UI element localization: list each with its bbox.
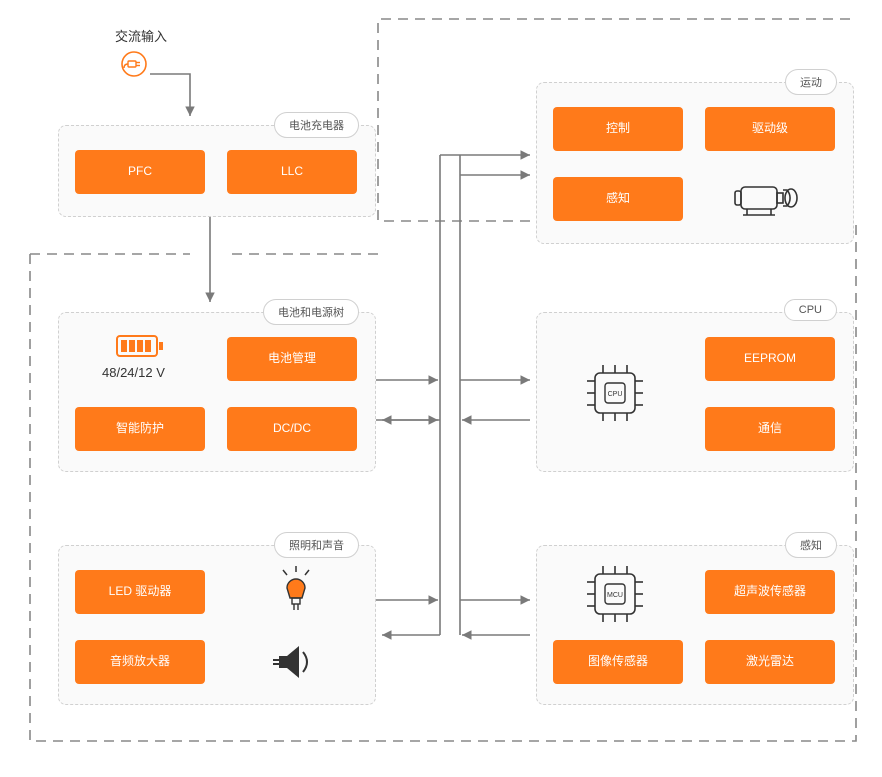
chip-pfc[interactable]: PFC: [75, 150, 205, 194]
group-light-sound: 照明和声音 LED 驱动器 音频放大器: [58, 545, 376, 705]
chip-comm[interactable]: 通信: [705, 407, 835, 451]
plug-icon: [118, 48, 150, 80]
group-charger: 电池充电器 PFC LLC: [58, 125, 376, 217]
chip-led-driver[interactable]: LED 驱动器: [75, 570, 205, 614]
tag-motion: 运动: [785, 69, 837, 95]
chip-batt-mgmt[interactable]: 电池管理: [227, 337, 357, 381]
chip-audio-amp[interactable]: 音频放大器: [75, 640, 205, 684]
group-cpu: CPU CPU CPU EEPROM 通信: [536, 312, 854, 472]
group-power-tree: 电池和电源树 48/24/12 V 电池管理 智能防护 DC/DC: [58, 312, 376, 472]
chip-drive-stage[interactable]: 驱动级: [705, 107, 835, 151]
mcu-chip-icon: MCU: [581, 560, 649, 628]
diagram-canvas: 交流输入 电池充电器 PFC LLC 电池和电源树 48/24/12: [0, 0, 882, 777]
motor-icon: [733, 173, 803, 223]
battery-voltage-label: 48/24/12 V: [102, 365, 165, 380]
speaker-icon: [271, 636, 323, 688]
chip-dcdc[interactable]: DC/DC: [227, 407, 357, 451]
group-sense: 感知 MCU MCU 图像传感器 超声波传感器 激光雷达: [536, 545, 854, 705]
tag-cpu: CPU: [784, 299, 837, 321]
chip-smart-protect[interactable]: 智能防护: [75, 407, 205, 451]
battery-icon: [115, 331, 165, 361]
chip-image-sensor[interactable]: 图像传感器: [553, 640, 683, 684]
chip-ultrasonic[interactable]: 超声波传感器: [705, 570, 835, 614]
chip-sense-motion[interactable]: 感知: [553, 177, 683, 221]
led-bulb-icon: [273, 564, 319, 614]
group-motion: 运动 控制 驱动级 感知: [536, 82, 854, 244]
chip-lidar[interactable]: 激光雷达: [705, 640, 835, 684]
tag-light-sound: 照明和声音: [274, 532, 359, 558]
tag-sense: 感知: [785, 532, 837, 558]
tag-charger: 电池充电器: [274, 112, 359, 138]
chip-eeprom[interactable]: EEPROM: [705, 337, 835, 381]
svg-text:MCU: MCU: [607, 592, 623, 599]
chip-control[interactable]: 控制: [553, 107, 683, 151]
chip-llc[interactable]: LLC: [227, 150, 357, 194]
ac-input-label: 交流输入: [115, 26, 167, 45]
cpu-chip-icon: CPU: [581, 359, 649, 427]
tag-power-tree: 电池和电源树: [263, 299, 359, 325]
svg-text:CPU: CPU: [608, 391, 623, 398]
